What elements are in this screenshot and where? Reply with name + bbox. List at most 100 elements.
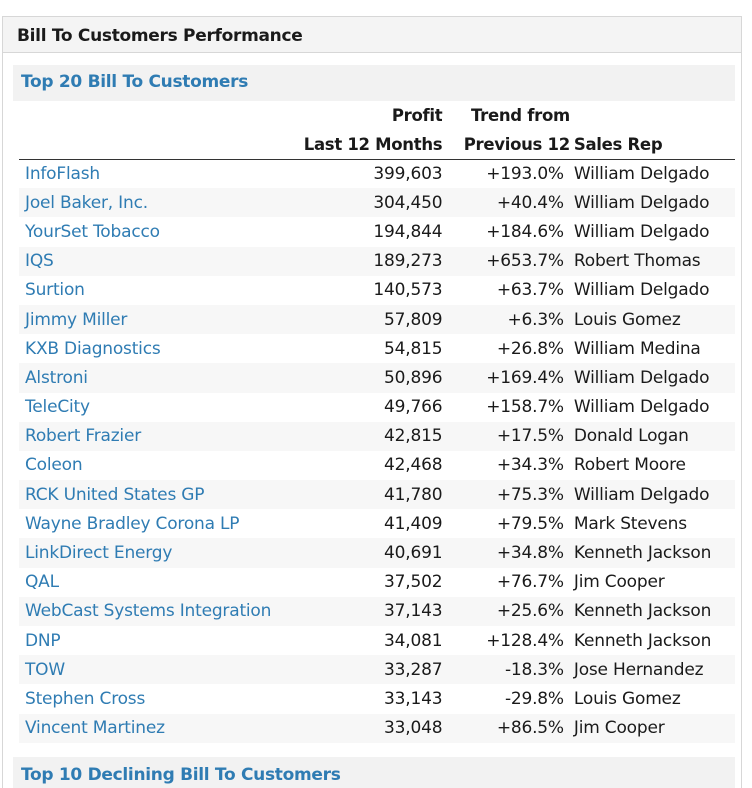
profit-value: 41,409	[303, 509, 453, 539]
table-row: Wayne Bradley Corona LP 41,409 +79.5% Mark …	[19, 509, 735, 539]
profit-value: 33,143	[303, 684, 453, 714]
table-row: Vincent Martinez 33,048 +86.5% Jim Cooper	[19, 713, 735, 743]
sales-rep-value: Louis Gomez	[571, 304, 735, 335]
table-row: TeleCity 49,766 +158.7% William Delgado	[19, 392, 735, 422]
customer-name-link[interactable]: Stephen Cross	[19, 684, 304, 714]
table-row: WebCast Systems Integration 37,143 +25.6% K…	[19, 596, 735, 626]
customer-name-link[interactable]: TeleCity	[19, 392, 304, 422]
table-row: LinkDirect Energy 40,691 +34.8% Kenneth Jac…	[19, 538, 735, 568]
trend-value: +25.6%	[452, 596, 572, 626]
sales-rep-value: William Delgado	[571, 159, 735, 189]
profit-value: 33,048	[303, 713, 453, 743]
top10-declining-section-title[interactable]: Top 10 Declining Bill To Customers	[13, 756, 735, 788]
table-row: Robert Frazier 42,815 +17.5% Donald Logan	[19, 421, 735, 451]
trend-value: +34.8%	[452, 538, 572, 568]
customer-name-link[interactable]: Wayne Bradley Corona LP	[19, 509, 304, 539]
table-row: TOW 33,287 -18.3% Jose Hernandez	[19, 655, 735, 685]
table-row: YourSet Tobacco 194,844 +184.6% William Del…	[19, 217, 735, 247]
customer-name-link[interactable]: LinkDirect Energy	[19, 538, 304, 568]
trend-value: -29.8%	[452, 684, 572, 714]
table-row: Stephen Cross 33,143 -29.8% Louis Gomez	[19, 684, 735, 714]
table-row: Alstroni 50,896 +169.4% William Delgado	[19, 363, 735, 393]
profit-value: 40,691	[303, 538, 453, 568]
sales-rep-value: Kenneth Jackson	[571, 626, 735, 656]
profit-value: 194,844	[303, 217, 453, 247]
top20-section-title[interactable]: Top 20 Bill To Customers	[13, 65, 735, 101]
sales-rep-value: Kenneth Jackson	[571, 538, 735, 568]
customer-name-link[interactable]: YourSet Tobacco	[19, 217, 304, 247]
profit-value: 37,502	[303, 567, 453, 597]
customer-name-link[interactable]: RCK United States GP	[19, 480, 304, 510]
profit-value: 49,766	[303, 392, 453, 422]
trend-value: +40.4%	[452, 188, 572, 218]
header-profit-line2: Last 12 Months	[303, 130, 453, 160]
trend-value: +26.8%	[452, 334, 572, 364]
profit-value: 140,573	[303, 275, 453, 305]
trend-value: +79.5%	[452, 509, 572, 539]
header-name-blank	[19, 130, 304, 160]
customer-name-link[interactable]: Joel Baker, Inc.	[19, 188, 304, 218]
trend-value: +169.4%	[452, 363, 572, 393]
table-row: Joel Baker, Inc. 304,450 +40.4% William Del…	[19, 188, 735, 218]
profit-value: 304,450	[303, 188, 453, 218]
profit-value: 41,780	[303, 480, 453, 510]
table-header-row: Profit Trend from	[19, 101, 735, 130]
trend-value: +17.5%	[452, 421, 572, 451]
trend-value: +34.3%	[452, 450, 572, 481]
trend-value: +76.7%	[452, 567, 572, 597]
header-name-blank	[19, 101, 304, 130]
top20-table: Profit Trend from Last 12 Months Previou…	[19, 101, 735, 743]
header-rep-blank	[572, 101, 735, 130]
header-trend-line1: Trend from	[470, 106, 570, 125]
customer-name-link[interactable]: Surtion	[19, 275, 304, 305]
sales-rep-value: William Medina	[571, 334, 735, 364]
sales-rep-value: William Delgado	[571, 363, 735, 393]
sales-rep-value: William Delgado	[571, 392, 735, 422]
customer-name-link[interactable]: Coleon	[19, 450, 304, 481]
sales-rep-value: William Delgado	[571, 188, 735, 218]
sales-rep-value: William Delgado	[571, 217, 735, 247]
header-profit-line1: Profit	[391, 106, 443, 125]
sales-rep-value: Donald Logan	[571, 421, 735, 451]
sales-rep-value: Robert Moore	[571, 450, 735, 481]
trend-value: +86.5%	[452, 713, 572, 743]
profit-value: 50,896	[303, 363, 453, 393]
table-row: Surtion 140,573 +63.7% William Delgado	[19, 275, 735, 305]
top20-table-body: InfoFlash 399,603 +193.0% William Delgado Jo…	[19, 159, 735, 743]
sales-rep-value: Kenneth Jackson	[571, 596, 735, 626]
table-row: IQS 189,273 +653.7% Robert Thomas	[19, 246, 735, 276]
profit-value: 189,273	[303, 246, 453, 276]
customer-name-link[interactable]: Vincent Martinez	[19, 713, 304, 743]
trend-value: +184.6%	[452, 217, 572, 247]
trend-value: +128.4%	[452, 626, 572, 656]
trend-value: -18.3%	[452, 655, 572, 685]
customer-name-link[interactable]: QAL	[19, 567, 304, 597]
sales-rep-value: Jose Hernandez	[571, 655, 735, 685]
trend-value: +158.7%	[452, 392, 572, 422]
customer-name-link[interactable]: WebCast Systems Integration	[19, 596, 304, 626]
customer-name-link[interactable]: IQS	[19, 246, 304, 276]
customer-name-link[interactable]: Jimmy Miller	[19, 304, 304, 335]
trend-value: +75.3%	[452, 480, 572, 510]
customer-name-link[interactable]: Robert Frazier	[19, 421, 304, 451]
table-header-row: Last 12 Months Previous 12 Sales Rep	[19, 130, 735, 160]
table-row: KXB Diagnostics 54,815 +26.8% William Medin…	[19, 334, 735, 364]
sales-rep-value: Robert Thomas	[571, 246, 735, 276]
customer-name-link[interactable]: TOW	[19, 655, 304, 685]
sales-rep-value: Jim Cooper	[571, 713, 735, 743]
sales-rep-value: Louis Gomez	[571, 684, 735, 714]
profit-value: 33,287	[303, 655, 453, 685]
trend-value: +63.7%	[452, 275, 572, 305]
customer-name-link[interactable]: KXB Diagnostics	[19, 334, 304, 364]
table-row: InfoFlash 399,603 +193.0% William Delgado	[19, 159, 735, 189]
trend-value: +193.0%	[452, 159, 572, 189]
profit-value: 34,081	[303, 626, 453, 656]
customer-name-link[interactable]: DNP	[19, 626, 304, 656]
table-row: DNP 34,081 +128.4% Kenneth Jackson	[19, 626, 735, 656]
sales-rep-value: William Delgado	[571, 480, 735, 510]
customer-name-link[interactable]: InfoFlash	[19, 159, 304, 189]
table-row: RCK United States GP 41,780 +75.3% William …	[19, 480, 735, 510]
customer-name-link[interactable]: Alstroni	[19, 363, 304, 393]
profit-value: 57,809	[303, 304, 453, 335]
table-row: Jimmy Miller 57,809 +6.3% Louis Gomez	[19, 304, 735, 335]
